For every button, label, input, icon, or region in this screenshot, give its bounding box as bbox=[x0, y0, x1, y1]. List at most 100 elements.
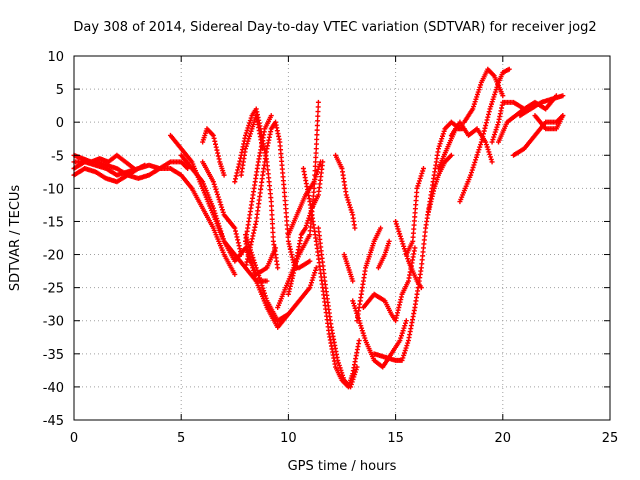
data-point bbox=[245, 249, 251, 255]
data-point bbox=[398, 333, 404, 339]
y-tick-label: -20 bbox=[43, 249, 64, 264]
data-point bbox=[238, 252, 244, 258]
data-point bbox=[495, 122, 501, 128]
x-tick-label: 10 bbox=[280, 431, 297, 446]
data-point bbox=[490, 96, 496, 102]
data-point bbox=[471, 162, 477, 168]
data-point bbox=[484, 144, 490, 150]
y-tick-label: 5 bbox=[56, 83, 64, 98]
data-point bbox=[348, 207, 354, 213]
data-point bbox=[214, 191, 220, 197]
data-point bbox=[340, 372, 346, 378]
data-point bbox=[487, 151, 493, 157]
data-point bbox=[491, 132, 497, 138]
data-point bbox=[315, 99, 321, 105]
data-point bbox=[489, 99, 495, 105]
data-point bbox=[314, 169, 320, 175]
data-point bbox=[261, 290, 267, 296]
data-point bbox=[359, 328, 365, 334]
data-point bbox=[469, 167, 475, 173]
data-point bbox=[232, 179, 238, 185]
data-point bbox=[414, 185, 420, 191]
data-point bbox=[400, 355, 406, 361]
x-tick-label: 25 bbox=[602, 431, 619, 446]
data-point bbox=[359, 325, 365, 331]
data-point bbox=[316, 164, 322, 170]
data-point bbox=[352, 225, 358, 231]
data-point bbox=[270, 234, 276, 240]
data-point bbox=[215, 153, 221, 159]
data-point bbox=[351, 374, 357, 380]
data-point bbox=[213, 144, 219, 150]
data-point bbox=[235, 237, 241, 243]
data-point bbox=[481, 128, 487, 134]
data-point bbox=[483, 120, 489, 126]
data-point bbox=[479, 136, 485, 142]
data-point bbox=[398, 236, 404, 242]
data-point bbox=[398, 335, 404, 341]
data-point bbox=[269, 207, 275, 213]
data-point bbox=[270, 225, 276, 231]
data-point bbox=[397, 233, 403, 239]
data-point bbox=[218, 202, 224, 208]
data-point bbox=[347, 204, 353, 210]
data-point bbox=[247, 118, 253, 124]
data-point bbox=[213, 213, 219, 219]
data-point bbox=[314, 122, 320, 128]
y-tick-label: -30 bbox=[43, 315, 64, 330]
data-point bbox=[311, 272, 317, 278]
data-point bbox=[310, 275, 316, 281]
data-point bbox=[312, 267, 318, 273]
data-point bbox=[486, 149, 492, 155]
data-point bbox=[248, 128, 254, 134]
x-axis-label: GPS time / hours bbox=[288, 459, 397, 474]
data-point bbox=[399, 357, 405, 363]
plot-frame bbox=[73, 55, 611, 421]
data-point bbox=[245, 246, 251, 252]
data-point bbox=[402, 348, 408, 354]
data-point bbox=[246, 122, 252, 128]
data-point bbox=[312, 270, 318, 276]
data-point bbox=[437, 141, 443, 147]
data-point bbox=[340, 375, 346, 381]
data-point bbox=[403, 320, 409, 326]
data-point bbox=[483, 139, 489, 145]
y-tick-labels: 10 5 0 -5 -10 -15 -20 -25 -30 -35 -40 -45 bbox=[43, 50, 64, 429]
data-point bbox=[243, 130, 249, 136]
data-point bbox=[247, 133, 253, 139]
data-point bbox=[313, 150, 319, 156]
data-point bbox=[211, 208, 217, 214]
data-point bbox=[397, 338, 403, 344]
data-point bbox=[477, 84, 483, 90]
data-point bbox=[247, 131, 253, 137]
data-point bbox=[236, 243, 242, 249]
data-point bbox=[470, 164, 476, 170]
data-point bbox=[403, 345, 409, 351]
data-point bbox=[232, 225, 238, 231]
data-point bbox=[485, 114, 491, 120]
data-point bbox=[235, 167, 241, 173]
data-point bbox=[560, 93, 566, 99]
y-tick-label: -40 bbox=[43, 381, 64, 396]
data-point bbox=[243, 241, 249, 247]
data-point bbox=[471, 101, 477, 107]
data-point bbox=[418, 285, 424, 291]
data-point bbox=[360, 330, 366, 336]
data-point bbox=[405, 256, 411, 262]
data-point bbox=[249, 262, 255, 268]
data-point bbox=[475, 149, 481, 155]
data-point bbox=[488, 156, 494, 162]
data-point bbox=[493, 87, 499, 93]
data-point bbox=[215, 220, 221, 226]
data-point bbox=[397, 231, 403, 237]
data-point bbox=[491, 94, 497, 100]
data-point bbox=[420, 168, 426, 174]
data-point bbox=[233, 231, 239, 237]
data-point bbox=[237, 158, 243, 164]
data-point bbox=[418, 173, 424, 179]
data-point bbox=[217, 199, 223, 205]
data-point bbox=[378, 225, 384, 231]
data-point bbox=[244, 141, 250, 147]
y-tick-label: -45 bbox=[43, 414, 64, 429]
y-tick-label: 10 bbox=[47, 50, 64, 65]
